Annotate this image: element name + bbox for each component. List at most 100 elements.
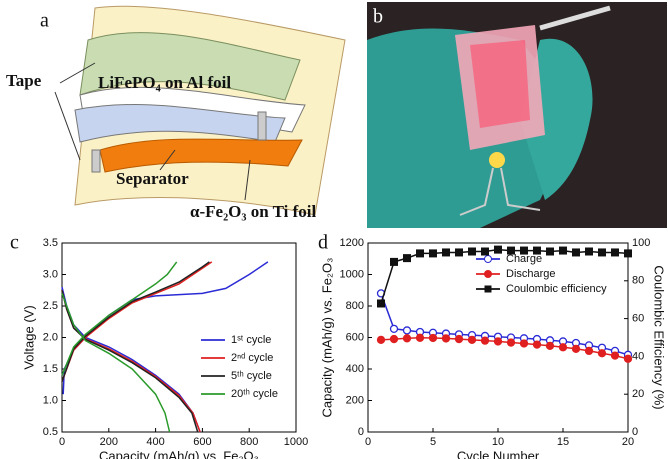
marker bbox=[456, 249, 463, 256]
x-tick-label: 1000 bbox=[284, 436, 308, 448]
marker bbox=[430, 250, 437, 257]
x-axis-label: Cycle Number bbox=[457, 448, 540, 459]
x-tick-label: 800 bbox=[240, 436, 258, 448]
marker bbox=[443, 335, 450, 342]
marker bbox=[586, 248, 593, 255]
y2-tick-label: 60 bbox=[632, 313, 644, 325]
page: Flexible battery figure {"panels": { "a"… bbox=[0, 0, 668, 459]
marker bbox=[508, 247, 515, 254]
label: Tape bbox=[6, 71, 42, 90]
y-tick-label: 1.0 bbox=[43, 394, 58, 406]
marker bbox=[547, 342, 554, 349]
y-tick-label: 0 bbox=[358, 426, 364, 438]
marker bbox=[404, 335, 411, 342]
marker bbox=[391, 258, 398, 265]
y2-tick-label: 20 bbox=[632, 388, 644, 400]
y-tick-label: 1000 bbox=[340, 268, 364, 280]
x-tick-label: 0 bbox=[365, 436, 371, 448]
panel-letter: a bbox=[40, 10, 49, 32]
y2-tick-label: 100 bbox=[632, 237, 650, 249]
x-tick-label: 200 bbox=[100, 436, 118, 448]
y-tick-label: 1200 bbox=[340, 237, 364, 249]
series-line bbox=[62, 262, 177, 432]
marker bbox=[430, 334, 437, 341]
panel-b: b bbox=[367, 2, 667, 228]
marker bbox=[456, 336, 463, 343]
y-tick-label: 400 bbox=[346, 363, 364, 375]
series-line bbox=[62, 262, 212, 432]
marker bbox=[625, 355, 632, 362]
marker bbox=[391, 336, 398, 343]
label: Separator bbox=[116, 169, 189, 188]
body: a Tape LiFePO₄ on Al foil Separator α-Fe… bbox=[0, 0, 668, 459]
legend-marker bbox=[485, 271, 492, 278]
y-axis-label: Capacity (mAh/g) vs. Fe₂O₃ bbox=[319, 258, 334, 418]
y-tick-label: 2.5 bbox=[43, 300, 58, 312]
tab bbox=[92, 150, 100, 172]
marker bbox=[547, 248, 554, 255]
legend-label: 20ᵗʰ cycle bbox=[231, 388, 278, 400]
marker bbox=[560, 344, 567, 351]
marker bbox=[508, 339, 515, 346]
series-line bbox=[62, 262, 209, 432]
marker bbox=[599, 249, 606, 256]
marker bbox=[534, 341, 541, 348]
figure: a Tape LiFePO₄ on Al foil Separator α-Fe… bbox=[0, 0, 668, 459]
x-tick-label: 10 bbox=[492, 436, 504, 448]
marker bbox=[612, 249, 619, 256]
marker bbox=[391, 325, 398, 332]
marker bbox=[482, 248, 489, 255]
panel-letter: c bbox=[10, 232, 19, 254]
legend-label: 2ⁿᵈ cycle bbox=[231, 352, 273, 364]
legend-marker bbox=[485, 256, 492, 263]
label: α-Fe₂O₃ on Ti foil bbox=[190, 202, 317, 221]
y-tick-label: 1.5 bbox=[43, 363, 58, 375]
legend-marker bbox=[485, 286, 492, 293]
x-tick-label: 400 bbox=[146, 436, 164, 448]
y2-tick-label: 0 bbox=[632, 426, 638, 438]
y2-axis-label: Coulombic Efficiency (%) bbox=[652, 265, 667, 409]
marker bbox=[573, 249, 580, 256]
legend-label: Discharge bbox=[506, 268, 556, 280]
y-tick-label: 3.0 bbox=[43, 268, 58, 280]
marker bbox=[417, 334, 424, 341]
x-tick-label: 600 bbox=[193, 436, 211, 448]
x-axis-label: Capacity (mAh/g) vs. Fe₂O₃ bbox=[99, 448, 259, 459]
y-axis-label: Voltage (V) bbox=[21, 305, 36, 369]
y-tick-label: 200 bbox=[346, 394, 364, 406]
marker bbox=[560, 247, 567, 254]
legend-label: Charge bbox=[506, 253, 542, 265]
marker bbox=[469, 336, 476, 343]
marker bbox=[599, 350, 606, 357]
marker bbox=[404, 327, 411, 334]
led bbox=[489, 152, 505, 168]
label: LiFePO₄ on Al foil bbox=[98, 73, 231, 92]
y-tick-label: 2.0 bbox=[43, 331, 58, 343]
marker bbox=[378, 300, 385, 307]
panel-letter: b bbox=[373, 6, 383, 28]
x-tick-label: 5 bbox=[430, 436, 436, 448]
marker bbox=[612, 352, 619, 359]
y-tick-label: 0.5 bbox=[43, 426, 58, 438]
x-tick-label: 0 bbox=[59, 436, 65, 448]
series-line bbox=[381, 250, 628, 304]
tab bbox=[258, 112, 266, 140]
marker bbox=[521, 247, 528, 254]
panel-a: a Tape LiFePO₄ on Al foil Separator α-Fe… bbox=[6, 6, 345, 221]
y2-tick-label: 40 bbox=[632, 350, 644, 362]
marker bbox=[417, 250, 424, 257]
marker bbox=[534, 247, 541, 254]
y-tick-label: 600 bbox=[346, 331, 364, 343]
marker bbox=[521, 340, 528, 347]
y2-tick-label: 80 bbox=[632, 275, 644, 287]
marker bbox=[482, 337, 489, 344]
marker bbox=[573, 345, 580, 352]
marker bbox=[495, 246, 502, 253]
panel-letter: d bbox=[318, 232, 328, 254]
marker bbox=[625, 250, 632, 257]
legend-label: Coulombic efficiency bbox=[506, 283, 607, 295]
leader-line bbox=[55, 92, 80, 160]
marker bbox=[586, 347, 593, 354]
marker bbox=[443, 249, 450, 256]
glow bbox=[470, 40, 530, 128]
